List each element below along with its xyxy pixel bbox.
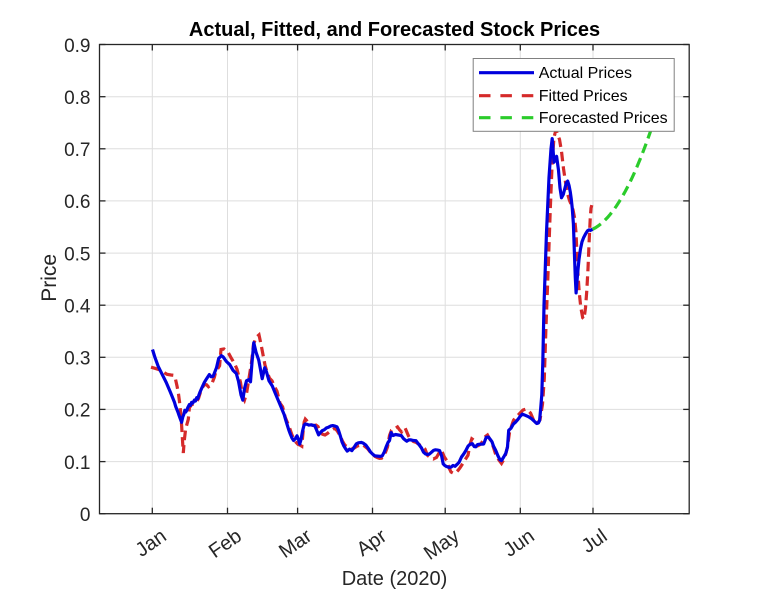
svg-text:0.7: 0.7 bbox=[64, 140, 90, 161]
svg-text:0.8: 0.8 bbox=[64, 88, 90, 109]
svg-text:0.5: 0.5 bbox=[64, 244, 90, 265]
svg-text:0.1: 0.1 bbox=[64, 453, 90, 474]
svg-text:Fitted Prices: Fitted Prices bbox=[539, 88, 628, 105]
svg-text:0.4: 0.4 bbox=[64, 297, 91, 318]
svg-text:Date (2020): Date (2020) bbox=[342, 568, 448, 590]
svg-text:Actual, Fitted, and Forecasted: Actual, Fitted, and Forecasted Stock Pri… bbox=[189, 19, 600, 41]
svg-text:0.9: 0.9 bbox=[64, 36, 90, 57]
svg-text:Actual Prices: Actual Prices bbox=[539, 65, 632, 82]
svg-text:0.2: 0.2 bbox=[64, 401, 90, 422]
svg-text:0.6: 0.6 bbox=[64, 192, 90, 213]
svg-text:0: 0 bbox=[80, 505, 91, 526]
svg-text:Price: Price bbox=[38, 254, 61, 302]
svg-text:Forecasted Prices: Forecasted Prices bbox=[539, 110, 668, 127]
svg-text:0.3: 0.3 bbox=[64, 349, 90, 370]
